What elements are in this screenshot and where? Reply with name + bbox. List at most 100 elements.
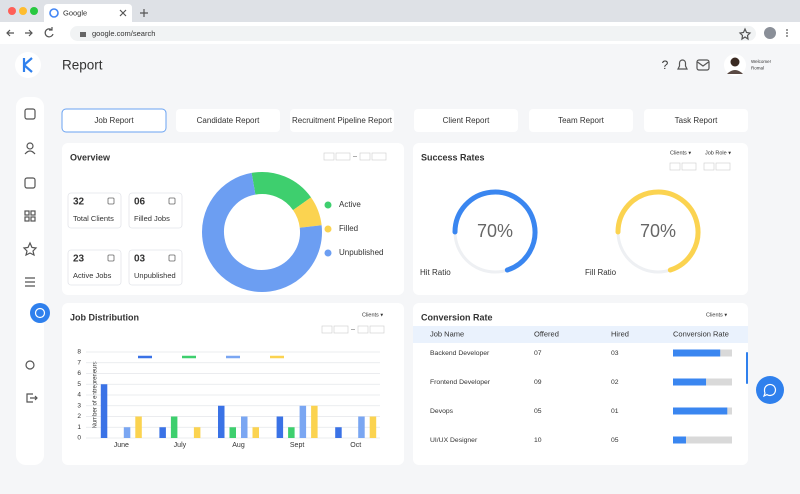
date-picker[interactable] <box>369 325 385 334</box>
date-picker[interactable] <box>669 162 681 171</box>
mail-flap <box>697 61 709 67</box>
tab[interactable] <box>529 109 633 132</box>
nav-jobs[interactable] <box>24 177 36 189</box>
success-card <box>413 143 748 295</box>
card-title: Overview <box>70 152 111 162</box>
date-picker[interactable] <box>357 325 369 334</box>
x-tick-label: Sept <box>290 442 304 449</box>
notification-icon[interactable] <box>677 59 688 70</box>
browser-tab[interactable] <box>44 4 132 22</box>
forward-button[interactable] <box>25 29 33 37</box>
mail-icon[interactable] <box>696 59 710 71</box>
tab-close[interactable] <box>119 9 127 17</box>
nav-apps[interactable] <box>30 216 36 222</box>
nav-apps[interactable] <box>24 210 30 216</box>
date-picker[interactable] <box>715 162 731 171</box>
y-tick-label: 6 <box>77 370 81 377</box>
tab[interactable] <box>414 109 518 132</box>
rate-track <box>673 436 732 444</box>
conversion-card <box>413 303 748 465</box>
tab[interactable] <box>176 109 280 132</box>
bar <box>288 427 295 438</box>
bar <box>358 416 365 438</box>
gauge-label: Fill Ratio <box>585 268 617 277</box>
gauge-value: 70% <box>640 221 676 241</box>
profile-icon[interactable] <box>764 27 776 39</box>
nav-logout[interactable] <box>26 393 38 403</box>
chat-button[interactable] <box>756 376 784 404</box>
new-tab[interactable] <box>140 9 148 17</box>
tab[interactable] <box>61 108 167 133</box>
help-icon[interactable]: ? <box>662 58 669 72</box>
scrollbar[interactable] <box>746 352 748 384</box>
conversion-table: Job Name Offered Hired Conversion Rate Backe… <box>413 326 748 444</box>
date-picker[interactable] <box>333 325 349 334</box>
bookmark-star[interactable] <box>738 27 752 41</box>
legend-label: Filled <box>339 224 358 233</box>
tab-bar <box>0 0 800 22</box>
nav-favorites[interactable] <box>22 241 38 257</box>
address-bar[interactable] <box>70 26 756 41</box>
table-cell: 03 <box>611 350 619 357</box>
bar <box>241 416 248 438</box>
nav-apps[interactable] <box>30 210 36 216</box>
nav-reports-icon <box>34 307 46 319</box>
date-picker[interactable] <box>681 162 697 171</box>
avatar-hair <box>730 57 740 67</box>
card-title: Success Rates <box>421 152 485 162</box>
card-title: Job Distribution <box>70 312 139 322</box>
rate-bar <box>673 407 728 415</box>
back-button[interactable] <box>6 29 14 37</box>
table-cell: 05 <box>534 408 542 415</box>
menu-dot[interactable] <box>786 32 788 34</box>
nav-apps[interactable] <box>24 216 30 222</box>
tab[interactable] <box>644 109 748 132</box>
date-picker[interactable] <box>323 152 335 161</box>
date-picker[interactable] <box>703 162 715 171</box>
date-picker[interactable] <box>335 152 351 161</box>
date-picker[interactable] <box>371 152 387 161</box>
menu-dot[interactable] <box>786 35 788 37</box>
maximize-button[interactable] <box>30 7 38 15</box>
table-cell: Devops <box>430 408 454 415</box>
bar <box>100 384 108 438</box>
tab-favicon <box>49 8 59 18</box>
close-button[interactable] <box>8 7 16 15</box>
tab-label: Task Report <box>675 116 718 125</box>
filter-dropdown[interactable]: Clients ▾ <box>706 312 727 318</box>
bar <box>335 427 342 438</box>
reload-button[interactable] <box>44 27 54 38</box>
stat-icon <box>107 197 115 205</box>
nav-list[interactable] <box>25 277 35 287</box>
donut-segment <box>292 197 322 229</box>
y-tick-label: 5 <box>77 381 81 388</box>
nav-profile-body <box>24 150 36 155</box>
tab[interactable] <box>290 109 394 132</box>
gauge-label: Hit Ratio <box>420 268 451 277</box>
nav-settings[interactable] <box>25 360 35 370</box>
tab-label: Recruitment Pipeline Report <box>292 116 393 125</box>
filter-dropdown[interactable]: Job Role ▾ <box>705 150 731 156</box>
rate-bar <box>673 349 721 357</box>
date-picker[interactable] <box>359 152 371 161</box>
legend-label: Unpublished <box>339 248 383 257</box>
nav-profile[interactable] <box>26 142 34 150</box>
logo[interactable] <box>15 52 41 78</box>
filter-dropdown[interactable]: Clients ▾ <box>362 312 383 318</box>
bar <box>123 427 131 438</box>
minimize-button[interactable] <box>19 7 27 15</box>
menu-dot[interactable] <box>786 29 788 31</box>
chat-icon <box>762 383 777 398</box>
bar <box>276 416 284 438</box>
table-cell: 09 <box>534 379 542 386</box>
legend-label: Active <box>339 200 361 209</box>
gauges: 70% Hit Ratio 70% Fill Ratio <box>420 189 701 277</box>
date-picker[interactable] <box>321 325 333 334</box>
table-cell: UI/UX Designer <box>430 437 478 444</box>
nav-reports-active[interactable] <box>30 303 50 323</box>
nav-dashboard[interactable] <box>24 108 36 120</box>
table-cell: 07 <box>534 350 542 357</box>
filter-dropdown[interactable]: Clients ▾ <box>670 150 691 156</box>
gauge-arc <box>452 189 538 273</box>
